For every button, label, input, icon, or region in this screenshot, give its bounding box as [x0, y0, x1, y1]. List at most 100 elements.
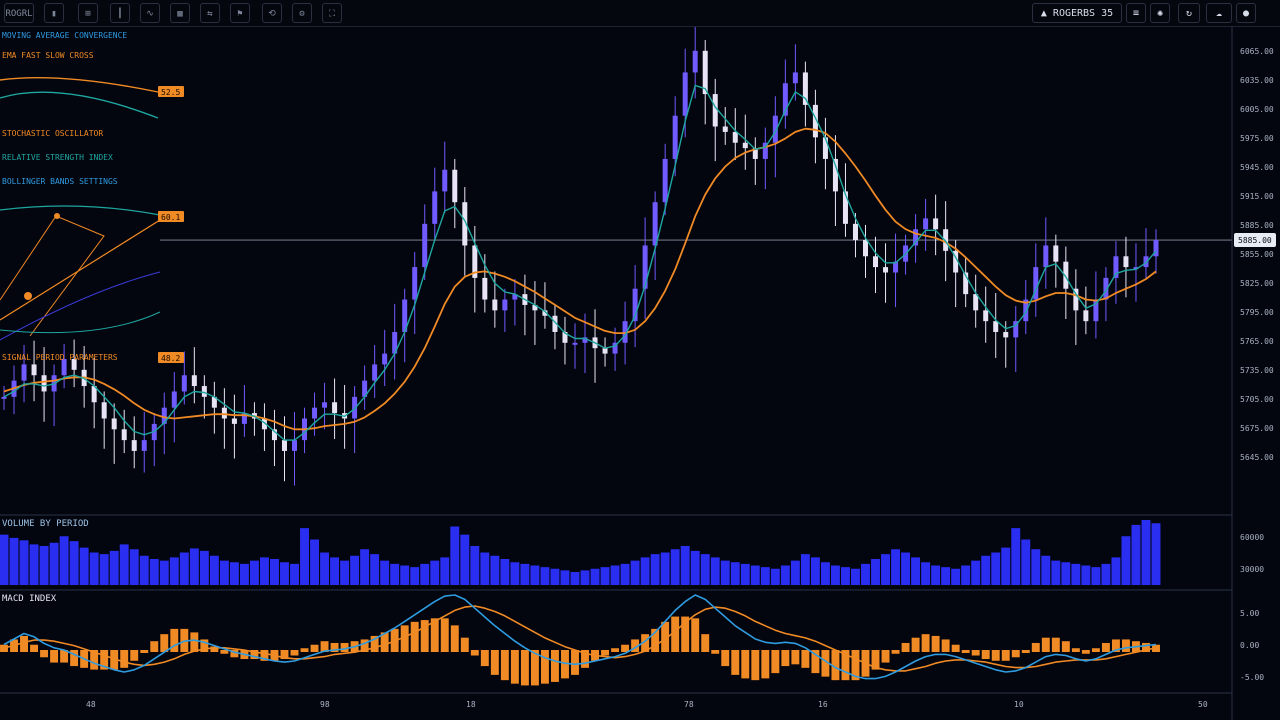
- macd-histogram-bar[interactable]: [1061, 641, 1070, 652]
- candle[interactable]: [432, 167, 438, 242]
- candle[interactable]: [1123, 236, 1129, 298]
- volume-bar[interactable]: [770, 568, 780, 585]
- volume-bar[interactable]: [560, 570, 570, 585]
- candle[interactable]: [933, 194, 939, 256]
- volume-bar[interactable]: [961, 565, 971, 586]
- macd-histogram-bar[interactable]: [290, 650, 299, 656]
- replay-icon[interactable]: ⟲: [262, 3, 282, 23]
- volume-bar[interactable]: [460, 534, 470, 585]
- macd-histogram-bar[interactable]: [550, 650, 559, 682]
- macd-histogram-bar[interactable]: [450, 625, 459, 652]
- candle[interactable]: [1093, 271, 1099, 339]
- volume-bar[interactable]: [500, 559, 510, 585]
- macd-histogram-bar[interactable]: [651, 628, 660, 652]
- macd-histogram-bar[interactable]: [140, 650, 149, 653]
- volume-bar[interactable]: [199, 550, 209, 585]
- candle[interactable]: [852, 213, 858, 258]
- volume-bar[interactable]: [19, 540, 29, 585]
- volume-bar[interactable]: [1061, 562, 1071, 585]
- candle[interactable]: [241, 384, 247, 437]
- volume-bar[interactable]: [390, 563, 400, 585]
- globe-icon[interactable]: ●: [1236, 3, 1256, 23]
- candle[interactable]: [402, 288, 408, 363]
- macd-histogram-bar[interactable]: [170, 628, 179, 652]
- candle[interactable]: [602, 337, 608, 367]
- volume-bar[interactable]: [119, 544, 129, 585]
- candle[interactable]: [1103, 267, 1109, 322]
- macd-histogram-bar[interactable]: [661, 621, 670, 652]
- volume-bar[interactable]: [1081, 565, 1091, 586]
- candle[interactable]: [1143, 228, 1149, 281]
- volume-bar[interactable]: [1011, 528, 1021, 585]
- volume-bar[interactable]: [1051, 560, 1061, 585]
- macd-histogram-bar[interactable]: [380, 632, 389, 652]
- volume-bar[interactable]: [450, 526, 460, 586]
- volume-bar[interactable]: [510, 562, 520, 585]
- volume-bar[interactable]: [89, 552, 99, 586]
- macd-histogram-bar[interactable]: [641, 634, 650, 652]
- volume-bar[interactable]: [1091, 567, 1101, 585]
- volume-bar[interactable]: [1141, 520, 1151, 585]
- volume-bar[interactable]: [239, 563, 249, 585]
- candle[interactable]: [732, 108, 738, 161]
- candle[interactable]: [382, 329, 388, 387]
- macd-histogram-bar[interactable]: [631, 639, 640, 652]
- macd-histogram-bar[interactable]: [1111, 639, 1120, 652]
- candle[interactable]: [1133, 243, 1139, 302]
- volume-bar[interactable]: [901, 552, 911, 586]
- volume-bar[interactable]: [340, 560, 350, 585]
- macd-histogram-bar[interactable]: [260, 650, 269, 661]
- candle[interactable]: [812, 89, 818, 164]
- volume-bar[interactable]: [580, 570, 590, 585]
- macd-histogram-bar[interactable]: [430, 618, 439, 652]
- candle[interactable]: [91, 357, 97, 429]
- candle[interactable]: [1013, 306, 1019, 372]
- macd-histogram-bar[interactable]: [721, 650, 730, 667]
- volume-bar[interactable]: [69, 541, 79, 585]
- candle[interactable]: [141, 412, 147, 473]
- macd-histogram-bar[interactable]: [741, 650, 750, 679]
- candle[interactable]: [1053, 234, 1059, 288]
- volume-bar[interactable]: [209, 555, 219, 585]
- candle[interactable]: [372, 344, 378, 398]
- macd-histogram-bar[interactable]: [831, 650, 840, 681]
- macd-histogram-bar[interactable]: [941, 639, 950, 652]
- volume-bar[interactable]: [871, 559, 880, 585]
- candle[interactable]: [221, 388, 227, 449]
- volume-bar[interactable]: [59, 536, 69, 585]
- macd-histogram-bar[interactable]: [571, 650, 579, 675]
- macd-histogram-bar[interactable]: [330, 642, 339, 652]
- volume-bar[interactable]: [139, 555, 149, 585]
- candle[interactable]: [1043, 217, 1049, 289]
- candle[interactable]: [1023, 280, 1029, 335]
- candle[interactable]: [832, 135, 838, 226]
- volume-bar[interactable]: [881, 554, 890, 585]
- volume-bar[interactable]: [189, 548, 199, 585]
- volume-bar[interactable]: [179, 552, 189, 586]
- candle[interactable]: [552, 304, 558, 350]
- macd-histogram-bar[interactable]: [1011, 650, 1020, 658]
- candle[interactable]: [332, 378, 338, 440]
- macd-histogram-bar[interactable]: [601, 650, 610, 656]
- macd-histogram-bar[interactable]: [110, 650, 119, 670]
- volume-bar[interactable]: [520, 563, 530, 585]
- macd-histogram-bar[interactable]: [1101, 642, 1110, 652]
- volume-bar[interactable]: [270, 559, 279, 585]
- macd-histogram-bar[interactable]: [420, 620, 429, 652]
- volume-bar[interactable]: [400, 565, 410, 586]
- candle[interactable]: [231, 394, 237, 459]
- macd-histogram-bar[interactable]: [70, 650, 79, 667]
- macd-histogram-bar[interactable]: [1051, 637, 1060, 652]
- macd-histogram-bar[interactable]: [881, 650, 890, 663]
- macd-histogram-bar[interactable]: [370, 635, 379, 652]
- volume-bar[interactable]: [1041, 555, 1051, 585]
- candle[interactable]: [502, 288, 508, 332]
- macd-histogram-bar[interactable]: [510, 650, 519, 684]
- macd-histogram-bar[interactable]: [1142, 642, 1150, 652]
- candle[interactable]: [792, 44, 798, 101]
- volume-bar[interactable]: [840, 567, 850, 585]
- candle[interactable]: [632, 264, 638, 348]
- volume-bar[interactable]: [820, 562, 830, 585]
- macd-histogram-bar[interactable]: [961, 650, 970, 653]
- macd-histogram-bar[interactable]: [841, 650, 850, 681]
